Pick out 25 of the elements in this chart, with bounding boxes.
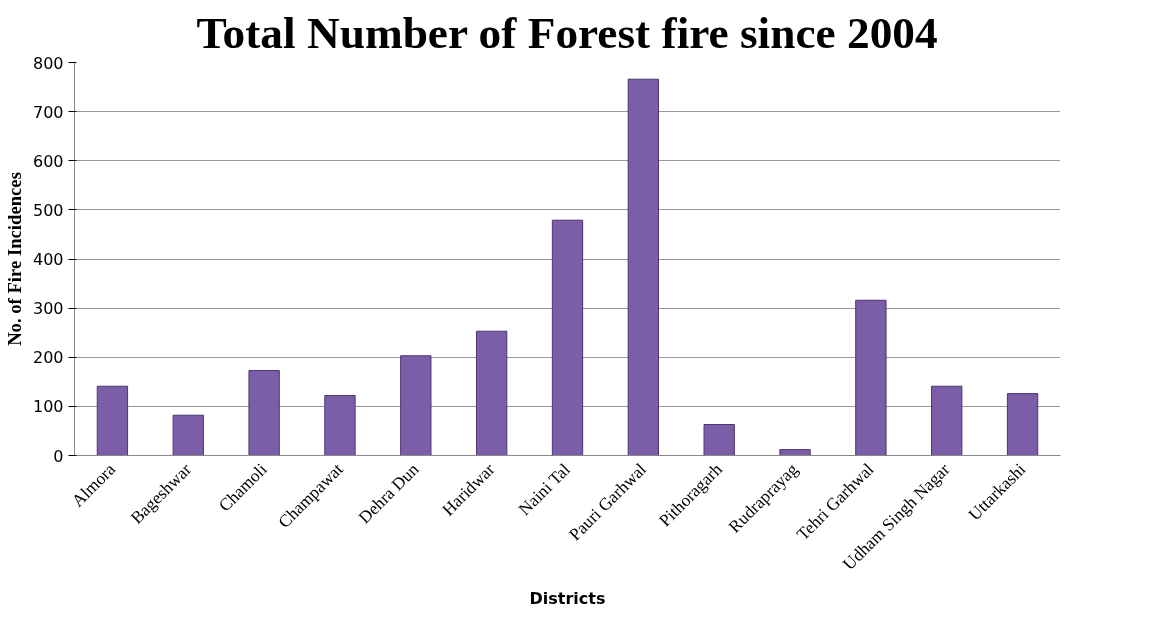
y-tick-label: 200 (32, 348, 64, 368)
bar (324, 395, 356, 456)
y-tick-label: 100 (32, 397, 64, 417)
bar (400, 355, 432, 456)
x-axis-title: Districts (529, 588, 606, 608)
y-tick-label: 700 (32, 102, 64, 122)
bar (172, 414, 204, 456)
bar (855, 299, 887, 456)
bar (703, 424, 735, 456)
bar (475, 330, 508, 456)
y-tick-label: 500 (32, 200, 64, 220)
y-axis-title: No. of Fire Incidences (3, 172, 25, 346)
chart-title: Total Number of Forest fire since 2004 (196, 7, 938, 58)
bar (627, 78, 660, 456)
bar (1006, 393, 1039, 456)
y-tick-label: 0 (53, 446, 64, 466)
y-tick-label: 800 (32, 53, 64, 73)
bar (248, 370, 280, 456)
bar (779, 449, 811, 456)
y-tick-label: 300 (32, 299, 64, 319)
y-tick-label: 400 (32, 250, 64, 269)
bar (96, 385, 129, 456)
bar (551, 219, 584, 456)
y-tick-label: 600 (32, 151, 64, 171)
bar (931, 385, 963, 456)
